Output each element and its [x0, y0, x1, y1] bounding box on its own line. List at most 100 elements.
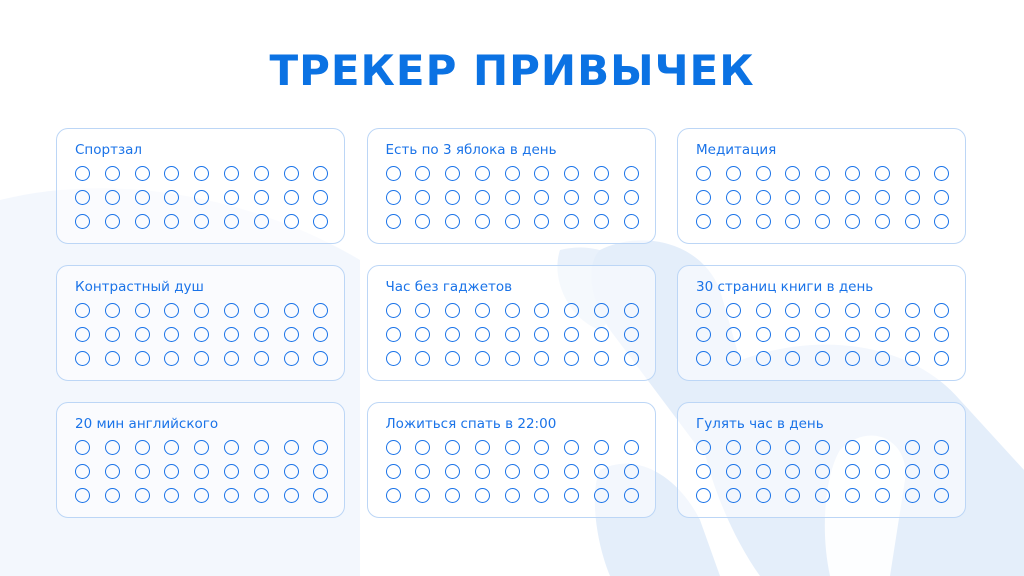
- day-checkbox[interactable]: [75, 190, 90, 205]
- day-checkbox[interactable]: [504, 190, 520, 205]
- day-checkbox[interactable]: [75, 351, 90, 366]
- day-checkbox[interactable]: [134, 214, 150, 229]
- day-checkbox[interactable]: [474, 327, 490, 342]
- day-checkbox[interactable]: [385, 440, 401, 455]
- day-checkbox[interactable]: [474, 488, 490, 503]
- day-checkbox[interactable]: [283, 303, 299, 318]
- day-checkbox[interactable]: [313, 190, 329, 205]
- day-checkbox[interactable]: [755, 464, 771, 479]
- day-checkbox[interactable]: [725, 214, 741, 229]
- day-checkbox[interactable]: [75, 440, 90, 455]
- day-checkbox[interactable]: [313, 214, 329, 229]
- day-checkbox[interactable]: [725, 488, 741, 503]
- day-checkbox[interactable]: [594, 190, 610, 205]
- day-checkbox[interactable]: [904, 166, 920, 181]
- day-checkbox[interactable]: [696, 488, 711, 503]
- day-checkbox[interactable]: [134, 303, 150, 318]
- day-checkbox[interactable]: [623, 440, 639, 455]
- day-checkbox[interactable]: [415, 214, 431, 229]
- day-checkbox[interactable]: [904, 351, 920, 366]
- day-checkbox[interactable]: [785, 327, 801, 342]
- day-checkbox[interactable]: [445, 488, 461, 503]
- day-checkbox[interactable]: [104, 351, 120, 366]
- day-checkbox[interactable]: [313, 303, 329, 318]
- day-checkbox[interactable]: [594, 166, 610, 181]
- day-checkbox[interactable]: [415, 327, 431, 342]
- day-checkbox[interactable]: [815, 190, 831, 205]
- day-checkbox[interactable]: [934, 488, 950, 503]
- day-checkbox[interactable]: [223, 351, 239, 366]
- day-checkbox[interactable]: [623, 351, 639, 366]
- day-checkbox[interactable]: [104, 488, 120, 503]
- day-checkbox[interactable]: [785, 190, 801, 205]
- day-checkbox[interactable]: [283, 351, 299, 366]
- day-checkbox[interactable]: [253, 327, 269, 342]
- day-checkbox[interactable]: [385, 464, 401, 479]
- day-checkbox[interactable]: [385, 351, 401, 366]
- day-checkbox[interactable]: [725, 166, 741, 181]
- day-checkbox[interactable]: [283, 440, 299, 455]
- day-checkbox[interactable]: [504, 214, 520, 229]
- day-checkbox[interactable]: [815, 488, 831, 503]
- day-checkbox[interactable]: [904, 488, 920, 503]
- day-checkbox[interactable]: [194, 166, 210, 181]
- day-checkbox[interactable]: [904, 303, 920, 318]
- day-checkbox[interactable]: [696, 303, 711, 318]
- day-checkbox[interactable]: [815, 166, 831, 181]
- day-checkbox[interactable]: [253, 440, 269, 455]
- day-checkbox[interactable]: [594, 351, 610, 366]
- day-checkbox[interactable]: [194, 488, 210, 503]
- day-checkbox[interactable]: [534, 464, 550, 479]
- day-checkbox[interactable]: [134, 464, 150, 479]
- day-checkbox[interactable]: [283, 488, 299, 503]
- day-checkbox[interactable]: [934, 214, 950, 229]
- day-checkbox[interactable]: [253, 303, 269, 318]
- day-checkbox[interactable]: [164, 166, 180, 181]
- day-checkbox[interactable]: [844, 327, 860, 342]
- day-checkbox[interactable]: [623, 488, 639, 503]
- day-checkbox[interactable]: [313, 327, 329, 342]
- day-checkbox[interactable]: [504, 440, 520, 455]
- day-checkbox[interactable]: [623, 464, 639, 479]
- day-checkbox[interactable]: [164, 351, 180, 366]
- day-checkbox[interactable]: [474, 303, 490, 318]
- day-checkbox[interactable]: [934, 327, 950, 342]
- day-checkbox[interactable]: [164, 303, 180, 318]
- day-checkbox[interactable]: [534, 327, 550, 342]
- day-checkbox[interactable]: [75, 488, 90, 503]
- day-checkbox[interactable]: [134, 488, 150, 503]
- day-checkbox[interactable]: [283, 166, 299, 181]
- day-checkbox[interactable]: [504, 488, 520, 503]
- day-checkbox[interactable]: [104, 464, 120, 479]
- day-checkbox[interactable]: [445, 166, 461, 181]
- day-checkbox[interactable]: [934, 166, 950, 181]
- day-checkbox[interactable]: [104, 190, 120, 205]
- day-checkbox[interactable]: [696, 440, 711, 455]
- day-checkbox[interactable]: [844, 488, 860, 503]
- day-checkbox[interactable]: [445, 327, 461, 342]
- day-checkbox[interactable]: [504, 166, 520, 181]
- day-checkbox[interactable]: [874, 327, 890, 342]
- day-checkbox[interactable]: [934, 440, 950, 455]
- day-checkbox[interactable]: [725, 190, 741, 205]
- day-checkbox[interactable]: [534, 351, 550, 366]
- day-checkbox[interactable]: [564, 488, 580, 503]
- day-checkbox[interactable]: [223, 488, 239, 503]
- day-checkbox[interactable]: [755, 488, 771, 503]
- day-checkbox[interactable]: [874, 488, 890, 503]
- day-checkbox[interactable]: [253, 464, 269, 479]
- day-checkbox[interactable]: [874, 303, 890, 318]
- day-checkbox[interactable]: [904, 327, 920, 342]
- day-checkbox[interactable]: [564, 190, 580, 205]
- day-checkbox[interactable]: [534, 190, 550, 205]
- day-checkbox[interactable]: [785, 166, 801, 181]
- day-checkbox[interactable]: [474, 440, 490, 455]
- day-checkbox[interactable]: [445, 214, 461, 229]
- day-checkbox[interactable]: [594, 440, 610, 455]
- day-checkbox[interactable]: [104, 327, 120, 342]
- day-checkbox[interactable]: [223, 166, 239, 181]
- day-checkbox[interactable]: [313, 440, 329, 455]
- day-checkbox[interactable]: [755, 327, 771, 342]
- day-checkbox[interactable]: [815, 327, 831, 342]
- day-checkbox[interactable]: [904, 464, 920, 479]
